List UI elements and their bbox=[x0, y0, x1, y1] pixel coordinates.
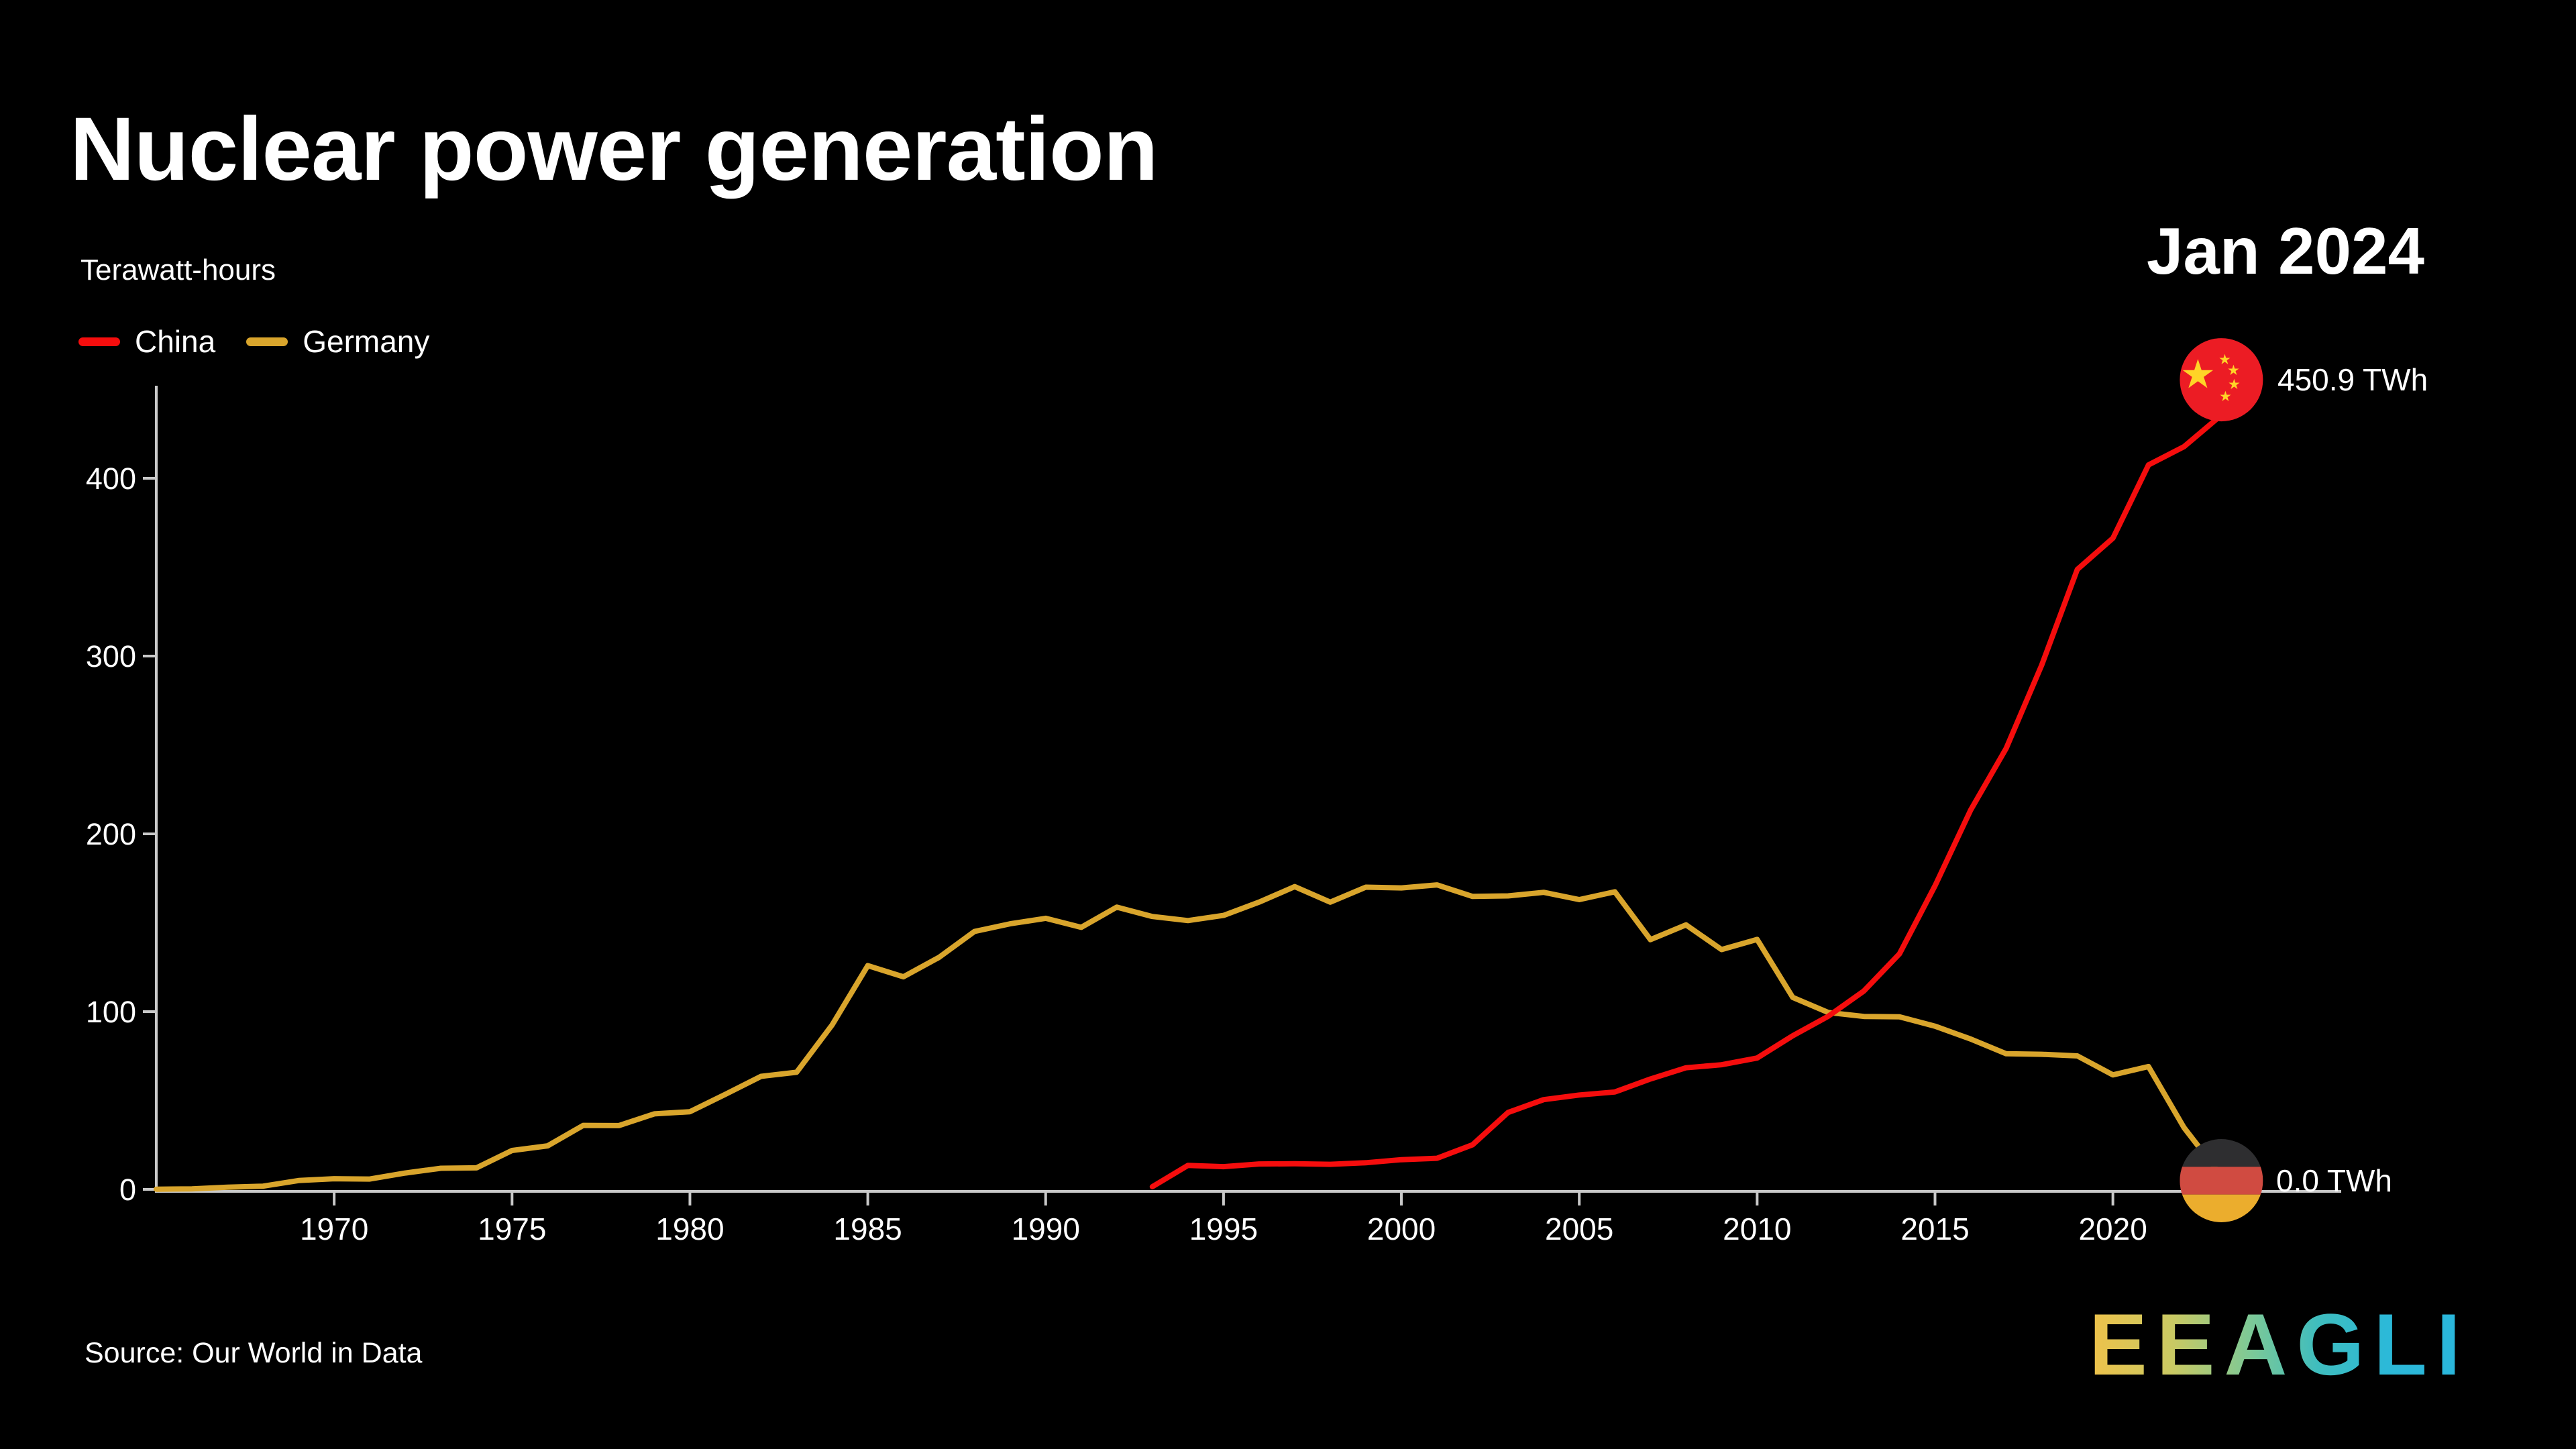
x-tick-label: 2000 bbox=[1367, 1212, 1436, 1246]
x-tick-label: 1980 bbox=[655, 1212, 724, 1246]
legend-item-china: China bbox=[78, 323, 215, 360]
legend-label-germany: Germany bbox=[303, 324, 430, 359]
y-tick-label: 300 bbox=[86, 639, 136, 674]
legend-item-germany: Germany bbox=[246, 323, 429, 360]
x-tick-label: 1995 bbox=[1189, 1212, 1258, 1246]
page-title: Nuclear power generation bbox=[70, 99, 1159, 199]
y-tick-label: 200 bbox=[86, 817, 136, 851]
china-series-line bbox=[1149, 385, 2224, 1189]
x-tick-label: 1985 bbox=[833, 1212, 902, 1246]
germany-line-swatch-icon bbox=[246, 337, 288, 346]
x-tick-label: 1990 bbox=[1012, 1212, 1080, 1246]
x-tick-label: 1975 bbox=[478, 1212, 546, 1246]
eeagli-logo: EEAGLI bbox=[2089, 1295, 2470, 1393]
legend-label-china: China bbox=[135, 324, 216, 359]
china-flag-icon bbox=[2180, 338, 2263, 422]
germany-flag-icon bbox=[2180, 1139, 2263, 1222]
legend: China Germany bbox=[78, 323, 460, 360]
china-line-swatch-icon bbox=[78, 337, 120, 346]
x-tick-label: 2010 bbox=[1723, 1212, 1791, 1246]
axes bbox=[155, 386, 2341, 1193]
germany-end-value-label: 0.0 TWh bbox=[2276, 1163, 2392, 1198]
x-tick-label: 2005 bbox=[1545, 1212, 1613, 1246]
china-end-value-label: 450.9 TWh bbox=[2277, 362, 2428, 398]
source-attribution: Source: Our World in Data bbox=[85, 1337, 423, 1369]
x-tick-label: 2015 bbox=[1900, 1212, 1969, 1246]
y-tick-label: 100 bbox=[86, 995, 136, 1029]
y-tick-label: 400 bbox=[86, 462, 136, 496]
x-tick-label: 2020 bbox=[2078, 1212, 2147, 1246]
y-tick-label: 0 bbox=[119, 1173, 136, 1207]
y-axis-unit-label: Terawatt-hours bbox=[80, 254, 276, 286]
x-tick-label: 1970 bbox=[300, 1212, 368, 1246]
germany-series-line bbox=[154, 882, 2224, 1192]
date-label: Jan 2024 bbox=[2146, 214, 2424, 288]
